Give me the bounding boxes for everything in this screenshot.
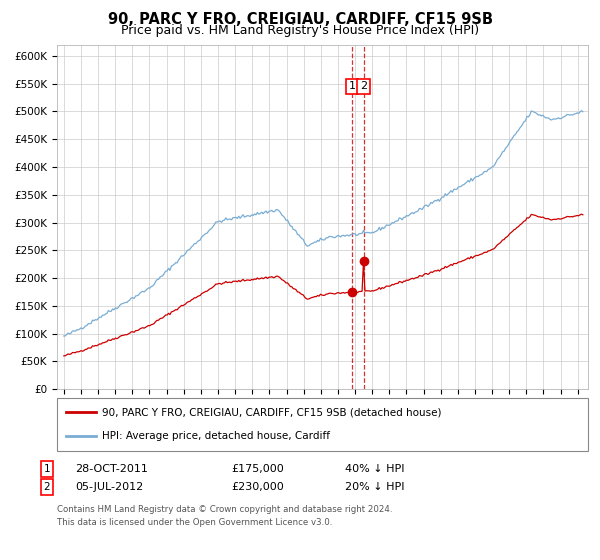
Text: 90, PARC Y FRO, CREIGIAU, CARDIFF, CF15 9SB: 90, PARC Y FRO, CREIGIAU, CARDIFF, CF15 … [107, 12, 493, 27]
Text: £175,000: £175,000 [231, 464, 284, 474]
Text: 2: 2 [360, 81, 367, 91]
Text: £230,000: £230,000 [231, 482, 284, 492]
Text: 28-OCT-2011: 28-OCT-2011 [75, 464, 148, 474]
Text: 90, PARC Y FRO, CREIGIAU, CARDIFF, CF15 9SB (detached house): 90, PARC Y FRO, CREIGIAU, CARDIFF, CF15 … [102, 408, 442, 418]
Text: Contains HM Land Registry data © Crown copyright and database right 2024.
This d: Contains HM Land Registry data © Crown c… [57, 505, 392, 526]
Text: 05-JUL-2012: 05-JUL-2012 [75, 482, 143, 492]
Text: 40% ↓ HPI: 40% ↓ HPI [345, 464, 404, 474]
Text: 1: 1 [349, 81, 356, 91]
Text: 2: 2 [43, 482, 50, 492]
Text: Price paid vs. HM Land Registry's House Price Index (HPI): Price paid vs. HM Land Registry's House … [121, 24, 479, 36]
Text: 1: 1 [43, 464, 50, 474]
Text: HPI: Average price, detached house, Cardiff: HPI: Average price, detached house, Card… [102, 431, 330, 441]
Text: 20% ↓ HPI: 20% ↓ HPI [345, 482, 404, 492]
